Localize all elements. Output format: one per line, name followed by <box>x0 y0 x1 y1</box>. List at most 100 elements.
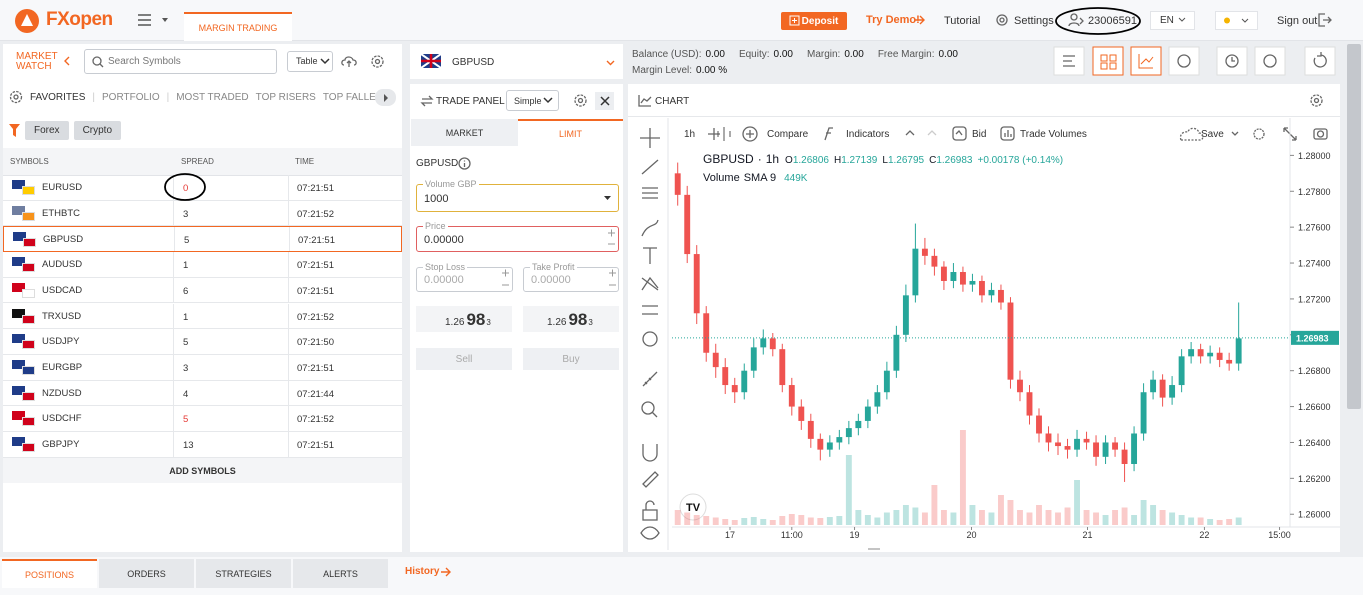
search-box[interactable] <box>84 49 277 74</box>
bottom-tab[interactable]: ALERTS <box>293 559 388 588</box>
volume-bar <box>1150 505 1157 525</box>
candle-body <box>893 334 900 371</box>
bottom-tabs: POSITIONS ORDERS STRATEGIES ALERTS History <box>0 559 600 588</box>
buy-button[interactable]: Buy <box>523 348 619 370</box>
filter-icon[interactable] <box>9 124 20 137</box>
bottom-tab[interactable]: POSITIONS <box>2 559 97 588</box>
volume-bar <box>674 510 681 525</box>
sign-out-link[interactable]: Sign out <box>1277 15 1318 27</box>
sell-price-box[interactable] <box>416 306 512 332</box>
price-field[interactable]: Price 0.00000 <box>416 221 619 252</box>
cell-divider <box>288 277 289 303</box>
add-symbols-button[interactable]: ADD SYMBOLS <box>3 458 402 483</box>
candle-body <box>788 385 795 407</box>
buy-price-box[interactable] <box>523 306 619 332</box>
toolbar-button[interactable]: Compare <box>767 129 809 140</box>
settings-icon[interactable] <box>370 54 385 69</box>
candle-body <box>1226 359 1233 364</box>
market-tab[interactable]: TOP RISERS <box>255 92 316 103</box>
menu-icon[interactable] <box>138 14 170 28</box>
toolbar-button[interactable]: Bid <box>972 129 987 140</box>
margin-trading-tab[interactable]: MARGIN TRADING <box>184 12 292 41</box>
limit-tab[interactable]: LIMIT <box>518 119 623 146</box>
market-tab[interactable]: PORTFOLIO <box>102 92 160 103</box>
sign-out-icon <box>1318 13 1332 27</box>
symbol-row[interactable]: EURUSD 0 07:21:51 <box>3 175 402 201</box>
market-tab[interactable]: TOP FALLERS <box>322 92 390 103</box>
symbol-row[interactable]: GBPJPY 13 07:21:51 <box>3 432 402 458</box>
take-profit-field[interactable]: Take Profit 0.00000 <box>523 262 619 292</box>
symbol-row[interactable]: USDJPY 5 07:21:50 <box>3 329 402 355</box>
account-number[interactable]: 23006591 <box>1088 15 1137 27</box>
price-pips: 98 <box>466 310 486 329</box>
info-icon[interactable] <box>458 157 471 170</box>
column-header: TIME <box>295 157 315 166</box>
price-fraction: 3 <box>588 318 593 327</box>
time: 07:21:52 <box>297 208 334 220</box>
symbol-row[interactable]: TRXUSD 1 07:21:52 <box>3 303 402 330</box>
scroll-tabs[interactable] <box>375 89 396 106</box>
candle-body <box>1216 352 1223 360</box>
volume-bar <box>1216 520 1223 525</box>
market-tab[interactable]: MARKET <box>411 119 518 146</box>
toolbar-button[interactable]: Save <box>1201 129 1224 140</box>
filter-chip[interactable]: Crypto <box>73 121 122 140</box>
market-tab[interactable]: MOST TRADED <box>176 92 249 103</box>
close-button[interactable] <box>595 92 614 110</box>
flag <box>12 257 25 267</box>
mode-select[interactable]: Simple <box>506 90 559 111</box>
symbol-select[interactable] <box>410 44 623 79</box>
volume-bar <box>826 517 833 525</box>
symbol-row[interactable]: GBPUSD 5 07:21:51 <box>3 226 402 253</box>
collapse-icon[interactable] <box>63 56 71 66</box>
tutorial-link[interactable]: Tutorial <box>944 15 981 27</box>
volume-bar <box>741 518 748 525</box>
stop-loss-field[interactable]: Stop Loss 0.00000 <box>416 262 513 292</box>
flag <box>22 211 35 221</box>
filter-chip[interactable]: Forex <box>25 121 69 140</box>
settings-icon[interactable] <box>1309 93 1324 108</box>
candle-body <box>674 173 681 195</box>
scrollbar[interactable] <box>1347 44 1361 409</box>
trade-symbol: GBPUSD <box>416 158 459 169</box>
chart-layout-buttons[interactable] <box>1053 46 1343 78</box>
logo-text: FXopen <box>46 9 113 30</box>
settings-link[interactable]: Settings <box>1014 15 1054 27</box>
flag <box>421 54 441 68</box>
cloud-icon[interactable] <box>341 54 357 68</box>
candle-body <box>912 248 919 296</box>
toolbar-button[interactable]: Trade Volumes <box>1020 129 1087 140</box>
toolbar-button[interactable]: Indicators <box>846 129 890 140</box>
volume-bar <box>959 430 966 525</box>
try-demo-link[interactable]: Try Demo! <box>866 14 920 26</box>
settings-icon[interactable] <box>573 93 588 108</box>
chart-icons: TV <box>640 126 1328 550</box>
candle-body <box>693 254 700 314</box>
search-placeholder: Search Symbols <box>108 56 181 67</box>
sell-button[interactable]: Sell <box>416 348 512 370</box>
symbol-row[interactable]: ETHBTC 3 07:21:52 <box>3 200 402 227</box>
bottom-tab[interactable]: STRATEGIES <box>196 559 291 588</box>
candle-body <box>1083 438 1090 443</box>
symbol-row[interactable]: EURGBP 3 07:21:51 <box>3 354 402 381</box>
volume-bar <box>988 512 995 525</box>
flag <box>22 391 35 401</box>
volume-field[interactable]: Volume GBP 1000 <box>416 179 619 212</box>
theme-toggle[interactable] <box>1215 11 1258 30</box>
language-select[interactable]: EN <box>1150 11 1195 30</box>
history-link[interactable]: History <box>405 566 440 577</box>
volume-bar <box>760 519 767 525</box>
bottom-tab[interactable]: ORDERS <box>99 559 194 588</box>
column-header: SYMBOLS <box>10 157 49 166</box>
symbol-row[interactable]: NZDUSD 4 07:21:44 <box>3 380 402 407</box>
market-tab[interactable]: FAVORITES <box>30 92 86 103</box>
view-select[interactable]: Table <box>287 51 333 72</box>
volume-bar <box>931 485 938 525</box>
interval-button[interactable]: 1h <box>684 129 696 140</box>
symbol-row[interactable]: USDCHF 5 07:21:52 <box>3 406 402 432</box>
symbol-row[interactable]: AUDUSD 1 07:21:51 <box>3 252 402 278</box>
x-tick-label: 15:00 <box>1268 530 1291 540</box>
divider <box>628 116 1340 117</box>
symbol-row[interactable]: USDCAD 6 07:21:51 <box>3 277 402 304</box>
